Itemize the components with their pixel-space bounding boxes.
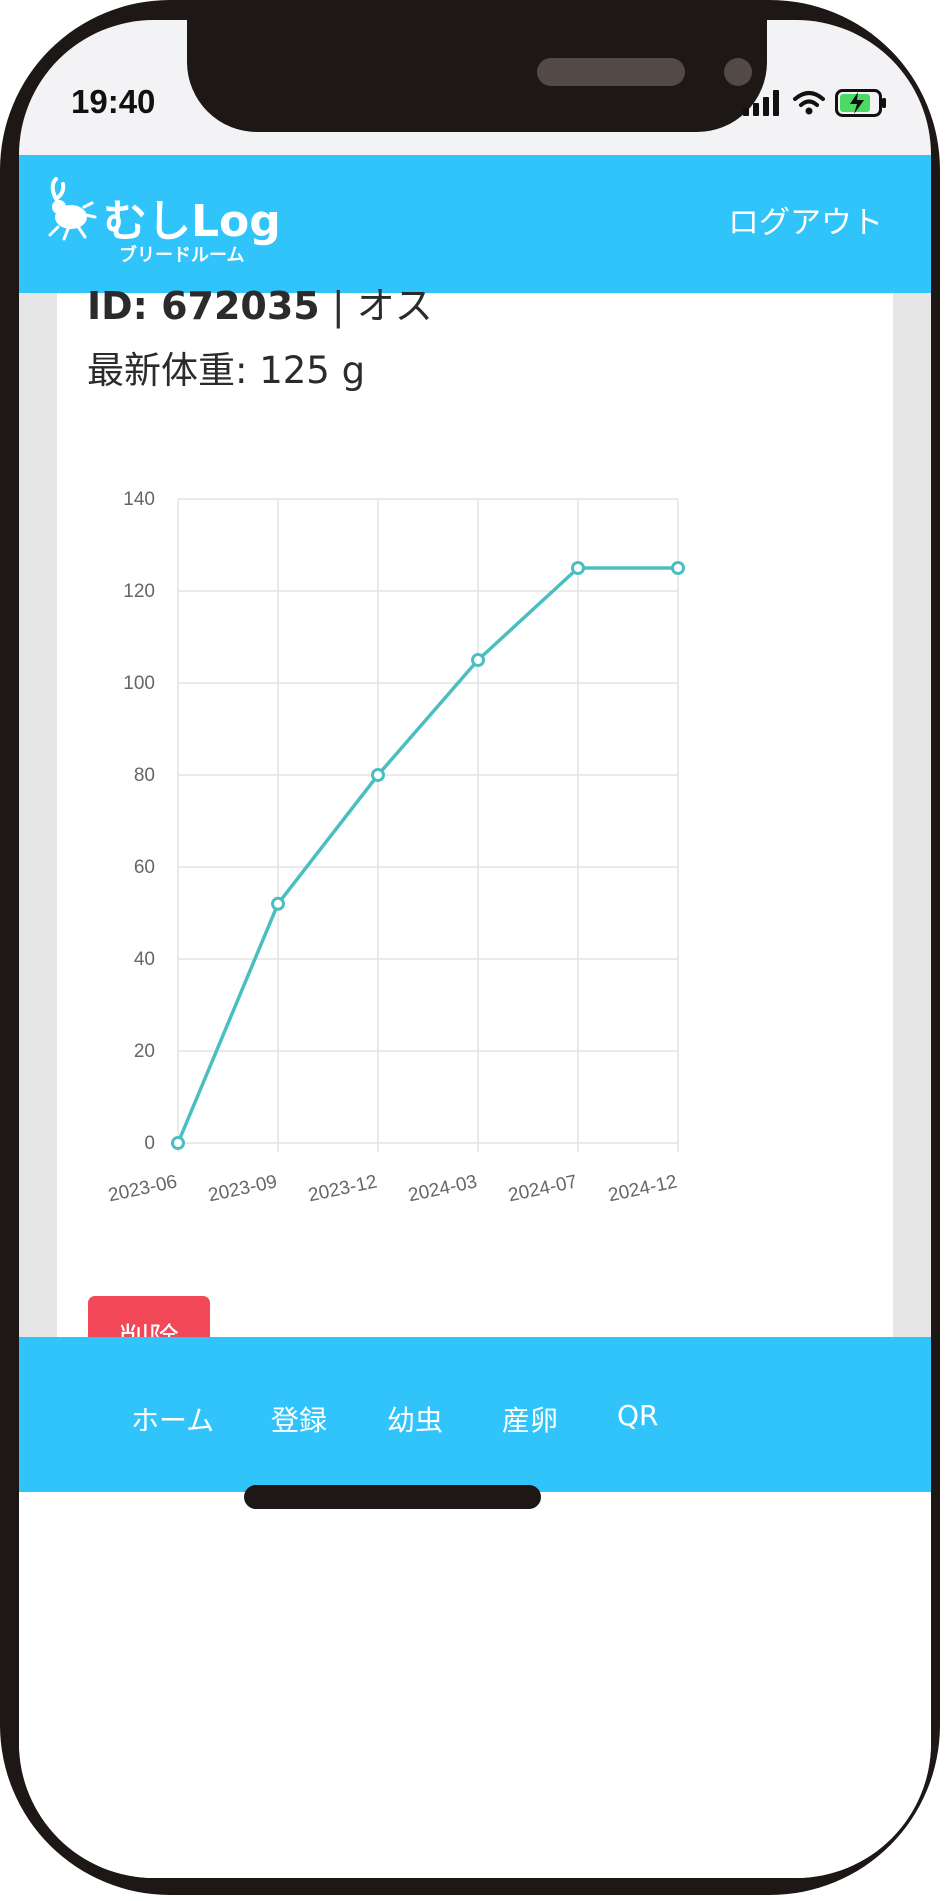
weight-chart: 0 20 40 60 80 100 120 140 2023-06 2023-09 2023-12 2…: [106, 489, 685, 1206]
nav-item-home[interactable]: ホーム: [131, 1404, 215, 1437]
latest-weight: 最新体重: 125 g: [87, 349, 366, 392]
weight-data-point: [371, 768, 385, 782]
id-separator: |: [319, 284, 357, 328]
individual-id: ID: 672035: [87, 284, 320, 328]
x-tick-label: 2024-12: [606, 1171, 679, 1206]
y-tick-label: 0: [144, 1133, 155, 1154]
weight-data-point: [171, 1136, 185, 1150]
status-icons: [743, 86, 889, 120]
beetle-logo-icon: [48, 177, 97, 241]
weight-series-line: [176, 566, 678, 1144]
status-time: 19:40: [71, 83, 156, 120]
nav-item-larva[interactable]: 幼虫: [387, 1404, 444, 1437]
sex-label: オス: [356, 284, 433, 328]
weight-data-point: [571, 561, 585, 575]
weight-data-point: [671, 561, 685, 575]
y-tick-label: 40: [134, 949, 155, 970]
detail-card: [57, 293, 893, 1405]
phone-notch: [187, 20, 767, 132]
y-tick-label: 100: [123, 673, 155, 694]
speaker-grille: [537, 58, 685, 86]
app-logo[interactable]: むしLog ブリードルーム: [34, 169, 294, 279]
nav-item-register[interactable]: 登録: [271, 1404, 328, 1437]
chart-axes: 0 20 40 60 80 100 120 140 2023-06 2023-09 2023-12 2…: [106, 489, 679, 1206]
y-tick-label: 80: [134, 765, 155, 786]
home-indicator-area: [19, 1492, 931, 1878]
nav-item-egg[interactable]: 産卵: [502, 1404, 559, 1437]
signal-icon: [743, 90, 779, 116]
logo-main-text: むしLog: [103, 196, 281, 247]
id-line: ID: 672035 | オス: [87, 275, 433, 330]
wifi-icon: [793, 91, 825, 115]
home-indicator: [244, 1485, 541, 1509]
y-tick-label: 120: [123, 581, 155, 602]
bottom-nav: ホーム 登録 幼虫 産卵 QR: [19, 1337, 931, 1492]
content-area: [19, 293, 931, 1405]
y-tick-label: 20: [134, 1041, 155, 1062]
battery-icon: [835, 89, 886, 117]
y-tick-label: 140: [123, 489, 155, 510]
phone-screen: むしLog ブリードルーム ログアウト 19:40: [19, 20, 931, 1878]
x-tick-label: 2024-03: [406, 1171, 479, 1206]
logout-button[interactable]: ログアウト: [728, 205, 883, 241]
y-tick-label: 60: [134, 857, 155, 878]
x-tick-label: 2023-09: [206, 1171, 279, 1206]
app-header: むしLog ブリードルーム ログアウト: [19, 155, 931, 293]
x-tick-label: 2024-07: [506, 1171, 579, 1206]
weight-data-point: [471, 653, 485, 667]
chart-grid: [177, 498, 679, 1152]
front-camera: [724, 58, 752, 86]
nav-item-qr[interactable]: QR: [617, 1399, 659, 1432]
logo-sub-text: ブリードルーム: [119, 245, 245, 266]
x-tick-label: 2023-06: [106, 1171, 179, 1206]
chart-series: [171, 561, 685, 1150]
weight-data-point: [271, 896, 285, 911]
x-tick-label: 2023-12: [306, 1171, 379, 1206]
